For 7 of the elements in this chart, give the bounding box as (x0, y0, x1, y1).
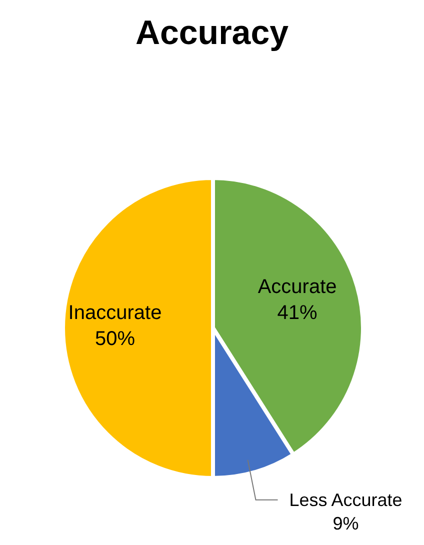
data-label: 50% (94, 328, 136, 350)
slice-label: Accurate (258, 276, 337, 298)
slice-label: Less Accurate (289, 490, 402, 510)
chart-title: Accuracy (134, 14, 290, 53)
data-label: 9% (332, 514, 359, 534)
data-label: 41% (277, 302, 318, 324)
slice-label: Inaccurate (68, 302, 162, 324)
